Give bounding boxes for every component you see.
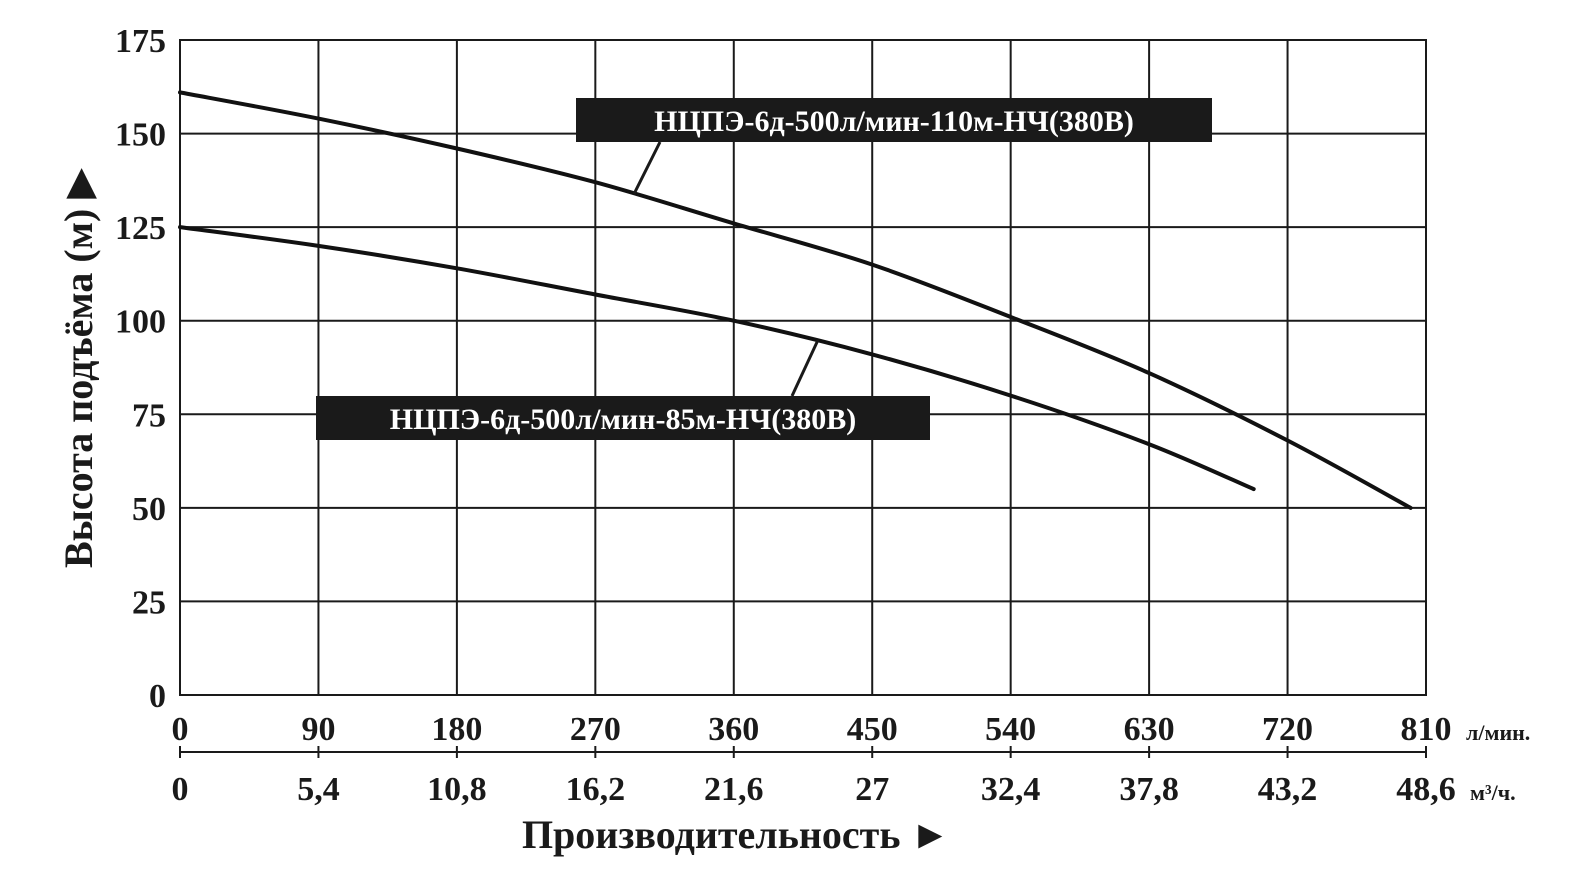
x-axis-title: Производительность ►: [522, 812, 950, 857]
x-tick-label-secondary: 27: [855, 771, 889, 808]
x-tick-label-secondary: 16,2: [566, 771, 626, 808]
x-tick-label-primary: 90: [301, 711, 335, 748]
y-tick-label: 50: [132, 491, 166, 528]
series-callouts: НЦПЭ-6д-500л/мин-110м-НЧ(380В) НЦПЭ-6д-50…: [316, 98, 1212, 440]
series-label-110m: НЦПЭ-6д-500л/мин-110м-НЧ(380В): [654, 105, 1134, 138]
x-tick-label-primary: 360: [708, 711, 759, 748]
axes: [179, 746, 1427, 758]
y-axis-title: Высота подъёма (м) ▶: [56, 168, 101, 568]
series-lines: [178, 90, 1413, 510]
x-tick-label-primary: 810: [1401, 711, 1452, 748]
x-tick-label-secondary: 5,4: [297, 771, 340, 808]
callout-box: [576, 98, 1212, 142]
x-tick-label-primary: 630: [1124, 711, 1175, 748]
x-tick-label-secondary: 43,2: [1258, 771, 1318, 808]
y-tick-label: 125: [115, 210, 166, 247]
x-tick-label-secondary: 37,8: [1119, 771, 1179, 808]
y-tick-label: 0: [149, 678, 166, 715]
callout-box: [316, 396, 930, 440]
x-tick-label-primary: 450: [847, 711, 898, 748]
x-tick-label-secondary: 32,4: [981, 771, 1041, 808]
x-tick-label-secondary: 21,6: [704, 771, 764, 808]
y-tick-label: 175: [115, 23, 166, 60]
series-line-110m: [178, 90, 1413, 510]
x-tick-label-primary: 180: [431, 711, 482, 748]
x-tick-label-primary: 720: [1262, 711, 1313, 748]
x-unit-primary: л/мин.: [1466, 720, 1530, 745]
x-unit-secondary: м³/ч.: [1470, 780, 1516, 805]
y-tick-label: 75: [132, 397, 166, 434]
y-tick-label: 150: [115, 117, 166, 154]
callout-leader-line: [632, 141, 662, 195]
x-tick-label-secondary: 0: [172, 771, 189, 808]
series-line-85m: [178, 225, 1256, 492]
x-tick-label-secondary: 10,8: [427, 771, 487, 808]
y-tick-label: 100: [115, 304, 166, 341]
x-tick-label-primary: 270: [570, 711, 621, 748]
x-tick-label-primary: 0: [172, 711, 189, 748]
x-tick-label-secondary: 48,6: [1396, 771, 1456, 808]
y-tick-label: 25: [132, 584, 166, 621]
series-label-85m: НЦПЭ-6д-500л/мин-85м-НЧ(380В): [390, 403, 856, 436]
x-tick-label-primary: 540: [985, 711, 1036, 748]
callout-leader-line: [790, 339, 820, 397]
